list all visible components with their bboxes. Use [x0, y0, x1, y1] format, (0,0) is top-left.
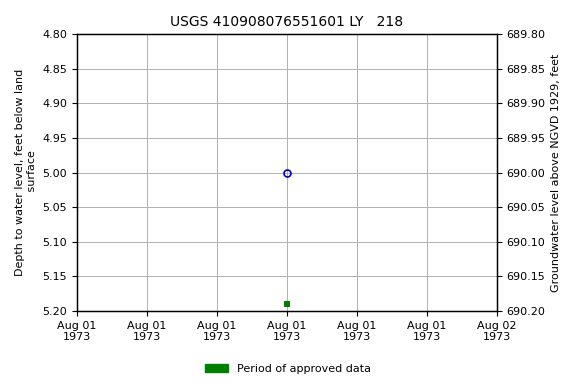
Y-axis label: Depth to water level, feet below land
 surface: Depth to water level, feet below land su… — [15, 69, 37, 276]
Y-axis label: Groundwater level above NGVD 1929, feet: Groundwater level above NGVD 1929, feet — [551, 53, 561, 292]
Legend: Period of approved data: Period of approved data — [201, 359, 375, 379]
Title: USGS 410908076551601 LY   218: USGS 410908076551601 LY 218 — [170, 15, 403, 29]
